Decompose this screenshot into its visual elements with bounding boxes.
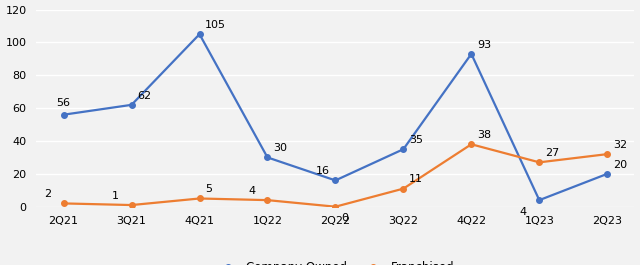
Company Owned [604,172,611,175]
Text: 2: 2 [44,189,51,199]
Text: 16: 16 [316,166,330,176]
Line: Company Owned: Company Owned [61,32,610,203]
Text: 35: 35 [409,135,423,145]
Text: 0: 0 [341,213,348,223]
Company Owned [399,148,407,151]
Text: 56: 56 [57,98,70,108]
Franchised [332,205,339,208]
Text: 4: 4 [520,207,527,217]
Text: 11: 11 [409,174,423,184]
Franchised [60,202,67,205]
Company Owned [128,103,136,107]
Company Owned [60,113,67,116]
Franchised [536,161,543,164]
Franchised [128,204,136,207]
Text: 62: 62 [137,91,151,101]
Text: 30: 30 [273,143,287,153]
Text: 5: 5 [205,184,212,194]
Line: Franchised: Franchised [61,142,610,209]
Franchised [196,197,204,200]
Text: 93: 93 [477,40,491,50]
Company Owned [264,156,271,159]
Company Owned [196,33,204,36]
Text: 20: 20 [613,160,627,170]
Text: 32: 32 [613,140,627,150]
Text: 27: 27 [545,148,559,158]
Company Owned [467,52,475,55]
Franchised [264,198,271,202]
Company Owned [536,198,543,202]
Text: 4: 4 [248,186,255,196]
Text: 105: 105 [205,20,226,30]
Franchised [399,187,407,190]
Legend: Company Owned, Franchised: Company Owned, Franchised [212,256,459,265]
Franchised [467,143,475,146]
Company Owned [332,179,339,182]
Franchised [604,153,611,156]
Text: 1: 1 [112,191,119,201]
Text: 38: 38 [477,130,491,140]
